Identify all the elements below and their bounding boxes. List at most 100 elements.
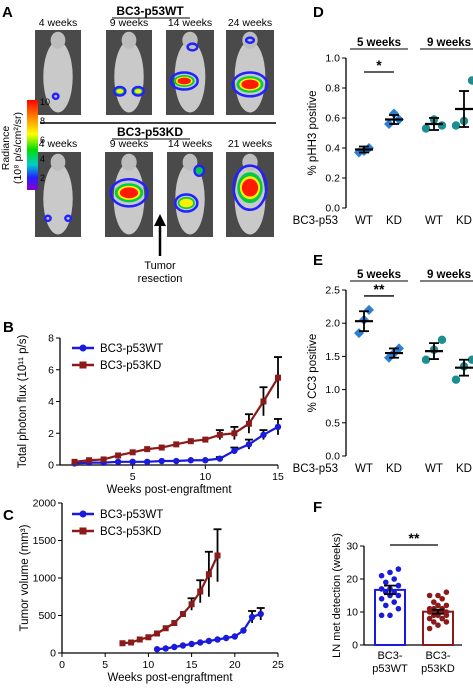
- e-category-1: KD: [386, 463, 402, 475]
- c-xtick-label-3: 15: [186, 659, 198, 671]
- f-point-0-10: [378, 586, 385, 592]
- d-point-1-1: [389, 108, 399, 119]
- signal-outer-t2-1: [131, 85, 145, 97]
- e-group-label: BC3-p53: [293, 463, 338, 475]
- bottom-time-1: 4 weeks: [39, 138, 78, 150]
- mouse-head-b1: [50, 153, 66, 171]
- b-point-1-9: [202, 436, 209, 443]
- d-category-3: KD: [456, 215, 472, 227]
- e-ytick-label-2: 1.0: [325, 384, 340, 396]
- b-point-1-3: [115, 452, 122, 459]
- f-point-1-16: [435, 602, 441, 609]
- f-point-1-3: [431, 619, 437, 625]
- b-legend-label-1: BC3-p53KD: [100, 360, 161, 372]
- panel-a-top-title: BC3-p53WT: [116, 4, 184, 18]
- mouse-body-t1: [43, 41, 73, 113]
- c-point-1-8: [188, 601, 195, 608]
- signal-outer-t1-0: [51, 92, 60, 101]
- d-timepoint-2: 9 weeks: [427, 37, 471, 49]
- e-category-2: WT: [425, 463, 443, 475]
- d-ytick-label-1: 0.2: [325, 173, 340, 185]
- f-category-line2-1: p53KD: [421, 663, 455, 675]
- b-point-0-9: [202, 457, 209, 464]
- bottom-mouse-images: [35, 152, 274, 237]
- d-category-0: WT: [355, 215, 373, 227]
- signal-outer-b3-1: [193, 164, 206, 178]
- c-point-1-4: [154, 630, 161, 637]
- chart-c: 0 500 1000 1500 2000 0 5 10 15 20 25 Weeks post-eng…: [19, 498, 284, 685]
- bottom-time-3: 14 weeks: [168, 138, 212, 150]
- f-point-0-4: [391, 599, 398, 605]
- b-point-1-7: [173, 441, 180, 448]
- d-ytick-label-3: 0.6: [325, 113, 340, 125]
- f-point-0-0: [378, 612, 385, 619]
- c-point-1-6: [171, 620, 178, 626]
- f-point-0-2: [395, 605, 402, 612]
- c-xtick-label-5: 25: [272, 659, 284, 671]
- b-point-1-6: [158, 444, 165, 451]
- c-point-1-11: [214, 552, 221, 559]
- f-point-1-1: [435, 622, 441, 628]
- mouse-body-b1: [43, 163, 73, 235]
- f-point-1-15: [426, 605, 433, 612]
- b-xtick-label-0: 5: [130, 471, 136, 483]
- f-ytick-label-0: 0: [352, 640, 358, 652]
- c-series-line-1: [122, 555, 219, 645]
- d-ylabel: % pHH3 positive: [307, 90, 319, 175]
- resection-label-2: resection: [138, 273, 183, 285]
- c-point-0-7: [214, 636, 221, 643]
- d-ytick-label-0: 0.0: [325, 203, 340, 215]
- e-ytick-label-4: 2.0: [325, 318, 340, 330]
- e-timepoint-1: 5 weeks: [357, 269, 401, 281]
- c-point-0-6: [205, 637, 213, 645]
- signal-outer-b1-1: [64, 214, 73, 223]
- b-point-0-7: [173, 457, 180, 465]
- f-point-0-12: [395, 582, 402, 589]
- b-point-1-5: [144, 446, 151, 453]
- f-point-0-3: [383, 602, 389, 609]
- chart-d: 0.0 0.2 0.4 0.6 0.8 1.0 % pHH3 positive 5 weeks…: [293, 37, 473, 227]
- b-point-0-10: [216, 455, 224, 462]
- b-legend-marker-0: [79, 344, 87, 352]
- b-xlabel: Weeks post-engraftment: [106, 484, 232, 496]
- f-point-1-18: [431, 599, 437, 605]
- signal-mid-b3-1: [195, 167, 203, 175]
- b-point-0-6: [158, 457, 165, 465]
- signal-peak-t3-0: [177, 77, 191, 85]
- c-point-0-12: [257, 610, 264, 618]
- b-point-1-12: [245, 420, 252, 427]
- b-point-0-5: [144, 458, 151, 466]
- mouse-head-t3: [182, 31, 198, 49]
- signal-outer-t3-1: [186, 42, 199, 52]
- c-point-1-7: [179, 611, 186, 617]
- panel-label-a: A: [2, 4, 13, 21]
- b-point-0-13: [260, 431, 267, 439]
- mouse-body-t2: [114, 41, 144, 113]
- f-category-line1-1: BC3-: [425, 650, 450, 662]
- f-point-0-1: [387, 612, 393, 619]
- d-point-2-0: [421, 124, 431, 133]
- c-point-0-3: [179, 642, 187, 649]
- c-point-0-4: [188, 640, 195, 648]
- c-ylabel: Tumor volume (mm³): [19, 524, 31, 631]
- colorbar-tick-10: 10: [40, 97, 50, 107]
- d-sig-label: *: [376, 57, 382, 73]
- c-xtick-label-4: 20: [229, 659, 241, 671]
- signal-high-b3-0: [179, 198, 194, 208]
- signal-outer-b2-0: [109, 177, 149, 208]
- f-point-1-17: [443, 602, 450, 609]
- b-point-1-1: [86, 457, 93, 464]
- c-point-1-10: [205, 571, 212, 578]
- b-point-0-11: [231, 447, 238, 454]
- signal-high-t2-1: [134, 88, 142, 94]
- c-legend-marker-1: [79, 527, 87, 535]
- b-point-0-14: [274, 423, 282, 431]
- c-ytick-label-1: 500: [38, 610, 56, 622]
- b-ytick-label-3: 6: [48, 364, 54, 376]
- b-point-1-4: [129, 449, 136, 456]
- resection-label-1: Tumor: [144, 260, 176, 272]
- signal-peak-b2-0: [119, 187, 139, 199]
- c-xtick-label-0: 0: [59, 659, 65, 671]
- signal-outer-t4-0: [231, 71, 269, 98]
